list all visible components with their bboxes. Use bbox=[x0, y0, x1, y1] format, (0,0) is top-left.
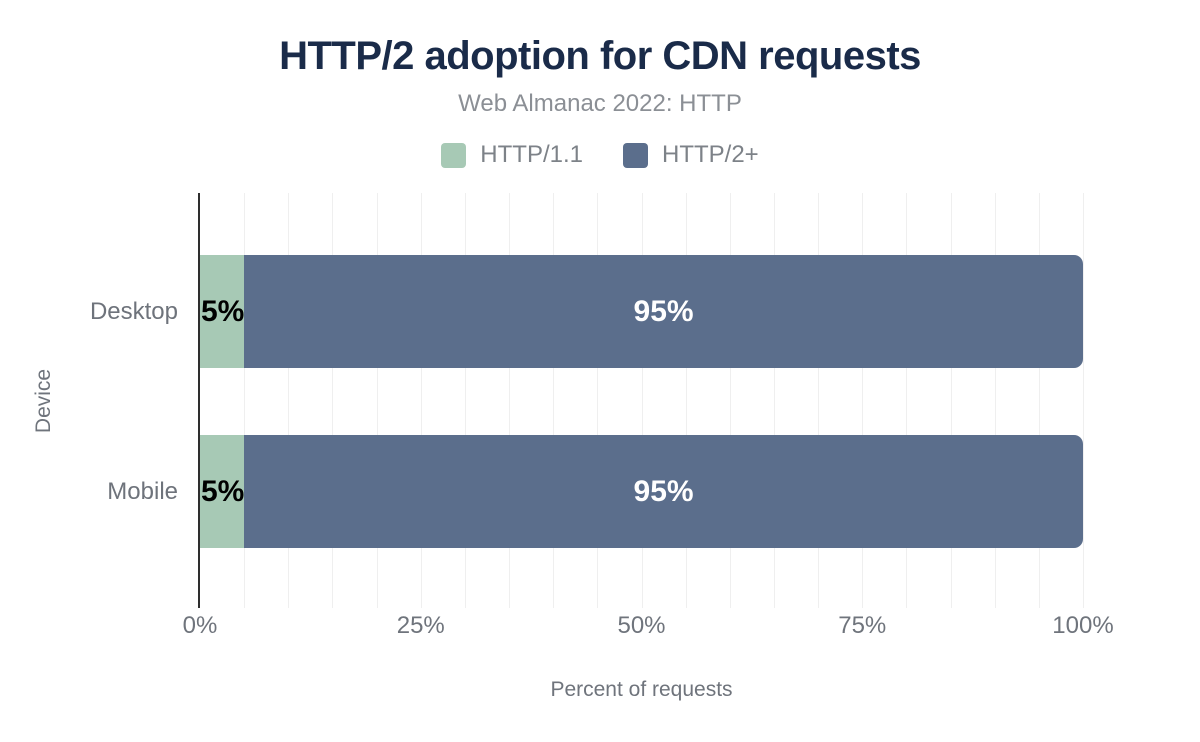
x-axis-title: Percent of requests bbox=[550, 678, 733, 701]
y-axis-title-text: Device bbox=[32, 368, 56, 433]
gridline bbox=[332, 193, 334, 608]
bar-value-label: 95% bbox=[633, 474, 694, 508]
x-tick-label-75: 75% bbox=[838, 612, 887, 639]
x-tick-label-100: 100% bbox=[1052, 612, 1114, 639]
bar-value-label: 5% bbox=[201, 474, 245, 508]
legend: HTTP/1.1 HTTP/2+ bbox=[0, 141, 1200, 169]
gridline bbox=[376, 193, 378, 608]
chart-title: HTTP/2 adoption for CDN requests bbox=[279, 34, 921, 78]
legend-label: HTTP/2+ bbox=[662, 141, 759, 168]
bar-row-mobile: 95% 5% bbox=[200, 435, 1083, 548]
legend-swatch-icon bbox=[623, 142, 648, 168]
bar-value-label: 5% bbox=[201, 294, 245, 328]
gridline bbox=[1083, 193, 1084, 608]
gridline bbox=[1038, 193, 1040, 608]
gridline bbox=[597, 193, 599, 608]
bar-value-label: 95% bbox=[633, 294, 694, 328]
bar-row-desktop: 95% 5% bbox=[200, 255, 1083, 368]
gridline bbox=[244, 193, 246, 608]
gridline bbox=[641, 193, 643, 608]
plot-area: 95% 5% 95% 5% bbox=[198, 193, 1084, 608]
gridline bbox=[464, 193, 466, 608]
gridline bbox=[553, 193, 555, 608]
bar-segment-mobile-http-1-1 bbox=[200, 435, 245, 548]
bar-segment-desktop-http-1-1 bbox=[200, 255, 245, 368]
y-category-label-desktop: Desktop bbox=[89, 297, 178, 325]
x-tick-label-25: 25% bbox=[396, 612, 445, 639]
gridline bbox=[509, 193, 511, 608]
chart-subtitle: Web Almanac 2022: HTTP bbox=[458, 90, 742, 117]
gridline bbox=[288, 193, 290, 608]
gridline bbox=[729, 193, 731, 608]
y-axis-line bbox=[198, 193, 200, 608]
legend-item-http-1-1[interactable]: HTTP/1.1 bbox=[441, 141, 583, 169]
gridline bbox=[420, 193, 422, 608]
bar-segment-mobile-http-2-: 95% bbox=[244, 435, 1083, 548]
y-category-label-mobile: Mobile bbox=[107, 477, 178, 505]
gridline bbox=[994, 193, 996, 608]
gridline bbox=[818, 193, 820, 608]
legend-item-http-2-[interactable]: HTTP/2+ bbox=[623, 141, 759, 169]
legend-label: HTTP/1.1 bbox=[480, 141, 583, 168]
x-tick-label-0: 0% bbox=[182, 612, 218, 639]
x-tick-label-50: 50% bbox=[617, 612, 666, 639]
gridline bbox=[906, 193, 908, 608]
gridline bbox=[950, 193, 952, 608]
legend-swatch-icon bbox=[441, 142, 467, 168]
bar-segment-desktop-http-2-: 95% bbox=[244, 255, 1083, 368]
gridline bbox=[685, 193, 687, 608]
gridline bbox=[773, 193, 775, 608]
gridline bbox=[862, 193, 864, 608]
